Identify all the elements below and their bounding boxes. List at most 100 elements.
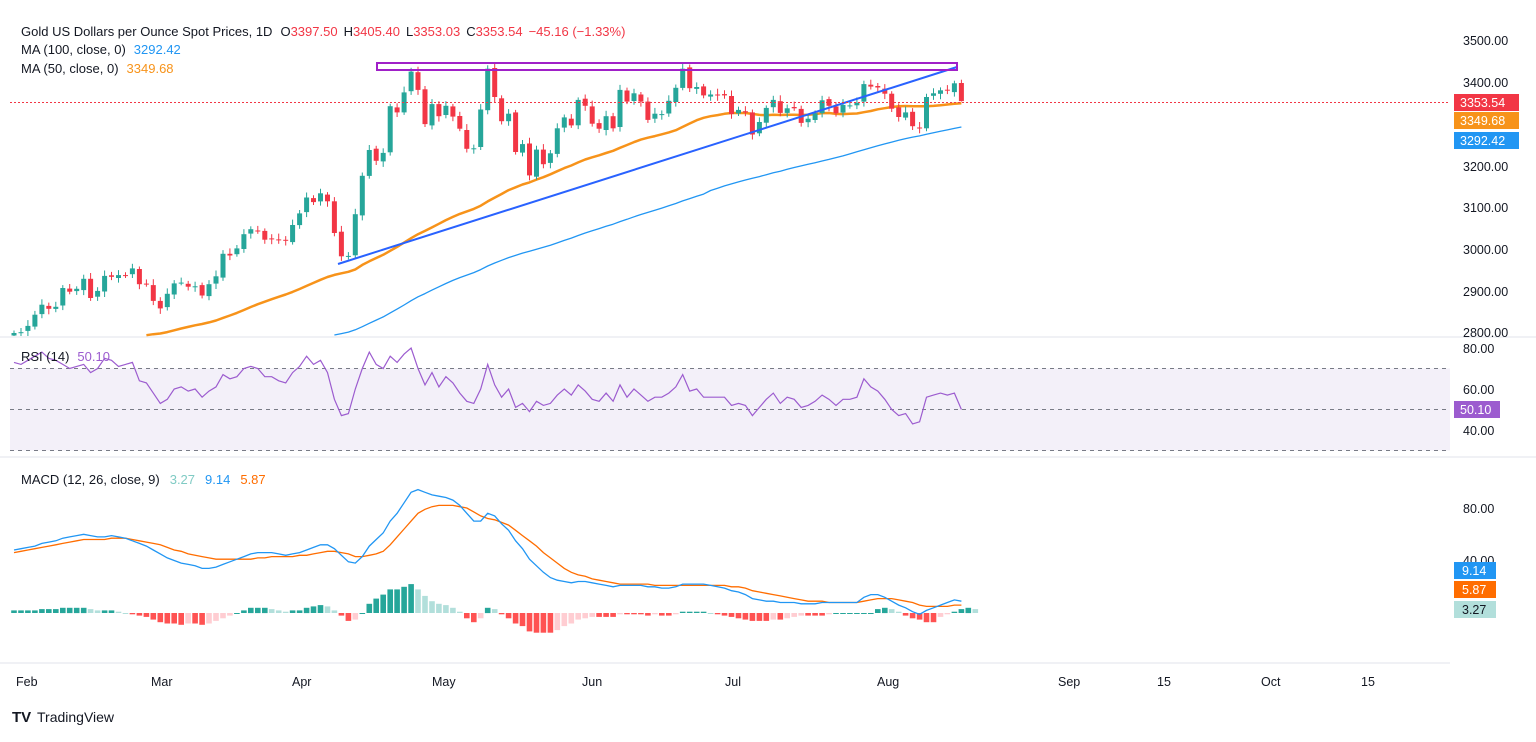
macd-histogram-bar	[784, 613, 790, 619]
candle-body	[457, 116, 463, 129]
macd-histogram-bar	[213, 613, 219, 621]
candle-body	[833, 106, 839, 114]
macd-histogram-bar	[770, 613, 777, 620]
macd-histogram-bar	[185, 613, 191, 624]
macd-histogram-bar	[282, 611, 289, 613]
time-axis-label: Apr	[292, 675, 311, 689]
candle-body	[234, 248, 240, 255]
macd-histogram-bar	[805, 613, 811, 616]
candle-body	[896, 107, 902, 117]
macd-histogram-bar	[80, 607, 87, 614]
legend-rsi[interactable]: RSI (14) 50.10	[21, 349, 110, 364]
macd-histogram-bar	[519, 613, 526, 627]
candle-body	[39, 304, 45, 315]
price-axis-label: 3000.00	[1463, 243, 1508, 257]
macd-histogram-bar	[178, 613, 184, 625]
candle-body	[81, 278, 87, 291]
signal-tag	[1454, 581, 1496, 598]
candle-body	[373, 148, 379, 161]
candle-body	[715, 94, 721, 96]
macd-histogram-bar	[833, 613, 839, 614]
candle-body	[178, 282, 184, 284]
macd-histogram-bar	[735, 613, 742, 619]
candle-body	[499, 98, 505, 122]
macd-histogram-bar	[686, 611, 693, 613]
ma100-tag-text: 3292.42	[1460, 134, 1505, 148]
macd-histogram-bar	[94, 610, 101, 613]
price-axis-label: 3100.00	[1463, 201, 1508, 215]
macd-histogram-bar	[464, 613, 470, 619]
candle-body	[241, 234, 247, 249]
time-axis-label: Mar	[151, 675, 173, 689]
macd-histogram-bar	[854, 613, 860, 614]
ma50-tag	[1454, 112, 1519, 129]
candle-body	[951, 83, 957, 93]
macd-histogram-bar	[512, 613, 519, 624]
candle-body	[450, 106, 456, 117]
macd-histogram-bar	[157, 613, 164, 623]
macd-histogram-bar	[596, 613, 602, 617]
candle-body	[819, 100, 825, 114]
macd-histogram-bar	[868, 613, 874, 614]
ascending-trendline[interactable]	[337, 66, 958, 265]
candle-body	[492, 68, 498, 97]
candle-body	[429, 104, 435, 126]
candle-body	[777, 101, 783, 113]
candle-body	[805, 118, 811, 123]
candle-body	[366, 150, 372, 176]
candle-body	[297, 213, 303, 226]
macd-histogram-bar	[693, 611, 700, 613]
macd-histogram-bar	[115, 611, 122, 613]
candle-body	[568, 118, 574, 126]
macd-histogram-bar	[457, 611, 463, 613]
candle-body	[157, 300, 163, 309]
macd-histogram-bar	[317, 605, 324, 613]
ma100-tag	[1454, 132, 1519, 149]
macd-histogram-bar	[73, 607, 80, 614]
candle-body	[903, 112, 909, 118]
candle-body	[506, 113, 512, 122]
candle-body	[338, 231, 344, 257]
macd-histogram-bar	[53, 609, 59, 613]
macd-histogram-bar	[387, 589, 393, 613]
macd-histogram-bar	[756, 613, 763, 621]
candle-body	[25, 325, 31, 331]
candle-body	[645, 101, 651, 120]
candle-body	[32, 314, 38, 327]
ma50-tag-text: 3349.68	[1460, 114, 1505, 128]
macd-histogram-bar	[422, 595, 428, 613]
macd-histogram-bar	[749, 613, 756, 621]
macd-histogram-bar	[958, 609, 965, 613]
candle-body	[255, 230, 261, 232]
macd-pane	[11, 488, 979, 633]
tradingview-logo[interactable]: TV TradingView	[12, 709, 115, 726]
candle-body	[624, 90, 630, 102]
macd-axis-label: 80.00	[1463, 502, 1494, 516]
time-axis-label: Oct	[1261, 675, 1281, 689]
candle-body	[722, 94, 727, 96]
legend-ma50[interactable]: MA (50, close, 0) 3349.68	[21, 61, 174, 76]
macd-histogram-bar	[673, 613, 679, 615]
macd-histogram-bar	[220, 613, 226, 619]
candle-body	[185, 283, 191, 287]
candle-body	[213, 276, 219, 284]
macd-histogram-bar	[568, 613, 575, 624]
macd-histogram-bar	[638, 613, 644, 615]
macd-histogram-bar	[39, 609, 45, 613]
macd-histogram-bar	[192, 613, 198, 624]
candle-body	[88, 278, 94, 298]
legend-ma100[interactable]: MA (100, close, 0) 3292.42	[21, 42, 181, 57]
time-axis-label: Sep	[1058, 675, 1080, 689]
macd-histogram-bar	[812, 613, 818, 616]
candle-body	[129, 268, 135, 275]
candle-body	[708, 94, 714, 97]
resistance-zone[interactable]	[376, 62, 958, 71]
macd-histogram-bar	[171, 613, 177, 624]
legend-macd[interactable]: MACD (12, 26, close, 9) 3.27 9.14 5.87	[21, 472, 266, 487]
macd-histogram-bar	[380, 594, 386, 613]
macd-histogram-bar	[484, 607, 491, 614]
macd-histogram-bar	[296, 610, 303, 613]
candle-body	[11, 333, 17, 336]
